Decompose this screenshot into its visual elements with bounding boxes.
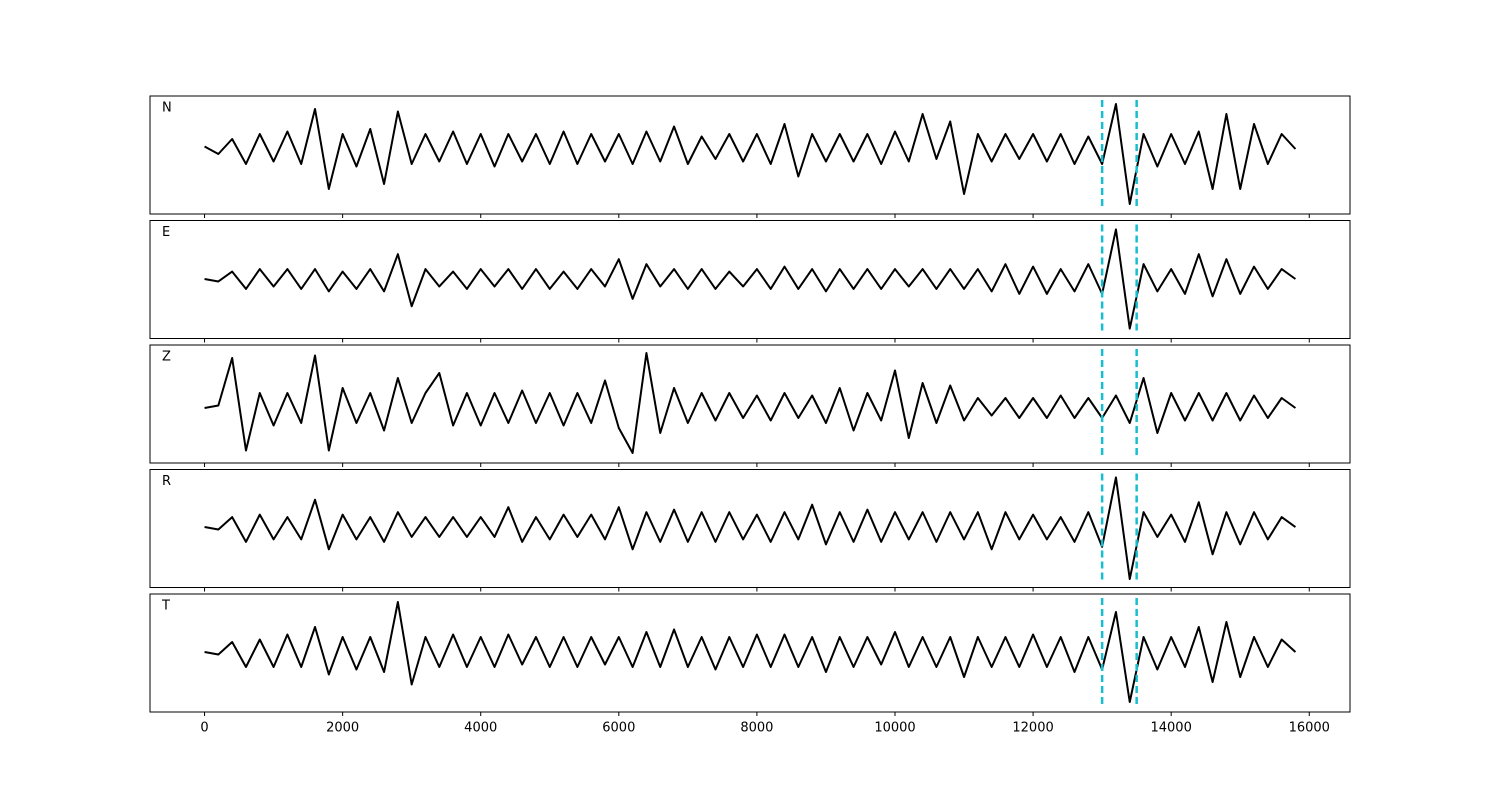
panel-frame [149, 469, 1351, 588]
x-tick-label: 14000 [1150, 721, 1191, 736]
x-tick-label: 10000 [874, 721, 915, 736]
x-tick-label: 6000 [602, 721, 635, 736]
panel-frame [149, 344, 1351, 464]
panel-frame [149, 593, 1351, 713]
panel-frame [149, 220, 1351, 339]
panel-label: Z [162, 350, 171, 365]
panel-label: T [161, 599, 170, 614]
x-tick-label: 2000 [326, 721, 359, 736]
panel-frame [149, 95, 1351, 215]
trace [204, 601, 1297, 703]
x-tick-label: 16000 [1289, 721, 1330, 736]
x-tick-label: 0 [200, 721, 208, 736]
trace [204, 476, 1297, 581]
x-tick-label: 12000 [1012, 721, 1053, 736]
trace [204, 228, 1297, 330]
trace [204, 103, 1297, 205]
x-tick-label: 4000 [464, 721, 497, 736]
x-tick-label: 8000 [740, 721, 773, 736]
trace [204, 352, 1297, 454]
panel-label: N [162, 101, 172, 116]
panel-label: R [162, 474, 171, 489]
panel-label: E [162, 225, 170, 240]
